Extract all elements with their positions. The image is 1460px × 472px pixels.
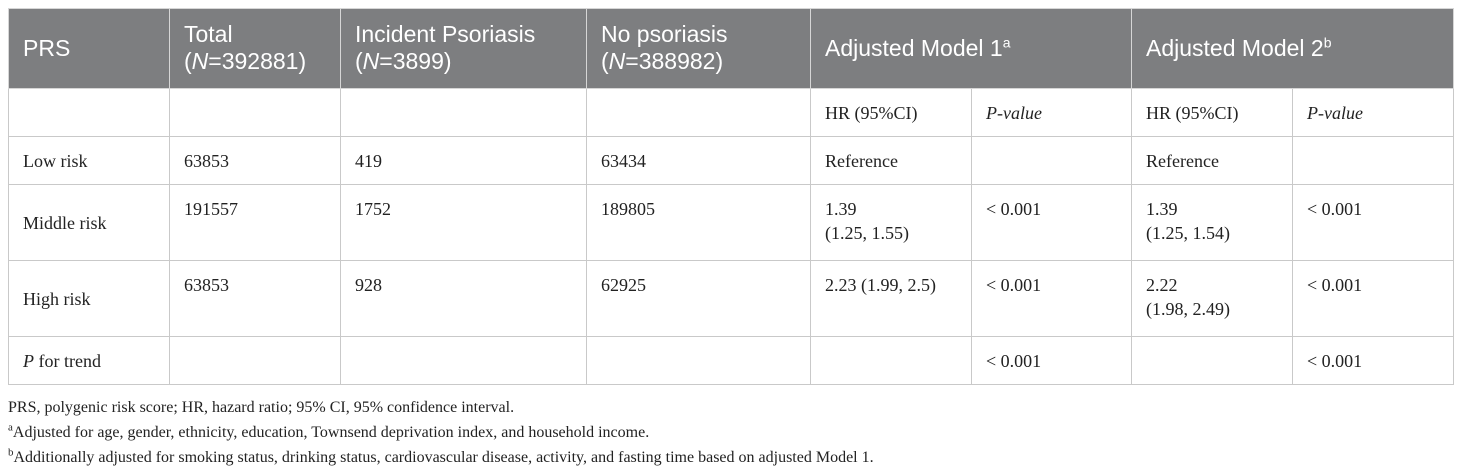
header-incident: Incident Psoriasis (N=3899) <box>340 8 587 89</box>
row-label: High risk <box>8 260 170 337</box>
header-incident-n-value: =3899) <box>379 48 452 74</box>
footnote-a: aAdjusted for age, gender, ethnicity, ed… <box>8 420 1453 445</box>
cell-hr1: Reference <box>810 136 972 185</box>
header-model1-sup: a <box>1002 34 1011 51</box>
header-no-psoriasis-n-value: =388982) <box>625 48 724 74</box>
row-label-trend: P for trend <box>8 336 170 385</box>
header-total: Total (N=392881) <box>169 8 341 89</box>
cell-incident: 1752 <box>340 184 587 261</box>
table-row: Low risk 63853 419 63434 Reference Refer… <box>8 136 1454 185</box>
header-model2-sup: b <box>1323 34 1332 51</box>
footnote-abbreviations: PRS, polygenic risk score; HR, hazard ra… <box>8 399 515 416</box>
cell-p1: < 0.001 <box>971 184 1132 261</box>
header-model1-label: Adjusted Model 1 <box>825 35 1003 61</box>
footnote-b-mark: b <box>8 446 14 459</box>
footnote-a-text: Adjusted for age, gender, ethnicity, edu… <box>12 424 650 441</box>
cell-empty <box>169 336 341 385</box>
cell-hr2: 2.22 (1.98, 2.49) <box>1131 260 1293 337</box>
cell-empty <box>340 336 587 385</box>
cell-hr2-estimate: 2.22 <box>1146 275 1178 295</box>
cell-trend-p2: < 0.001 <box>1292 336 1454 385</box>
cell-hr1-ci: (1.25, 1.55) <box>825 223 909 243</box>
header-total-label: Total <box>184 21 233 47</box>
cell-hr2-ci: (1.98, 2.49) <box>1146 299 1230 319</box>
cell-no-psoriasis: 62925 <box>586 260 811 337</box>
header-total-n-prefix: ( <box>184 48 192 74</box>
cell-empty <box>586 336 811 385</box>
cell-hr2-estimate: 1.39 <box>1146 199 1178 219</box>
subheader-empty <box>586 88 811 137</box>
table-row-trend: P for trend < 0.001 < 0.001 <box>8 336 1454 385</box>
subheader-p2: P-value <box>1292 88 1454 137</box>
footnote-b-text: Additionally adjusted for smoking status… <box>13 449 874 466</box>
header-no-psoriasis: No psoriasis (N=388982) <box>586 8 811 89</box>
header-row: PRS Total (N=392881) Incident Psoriasis … <box>8 8 1454 89</box>
footnote-a-mark: a <box>8 421 13 434</box>
cell-p1 <box>971 136 1132 185</box>
cell-p2: < 0.001 <box>1292 184 1454 261</box>
header-total-n-italic: N <box>191 48 209 74</box>
header-incident-n-prefix: ( <box>355 48 363 74</box>
header-prs: PRS <box>8 8 170 89</box>
header-incident-n-italic: N <box>362 48 380 74</box>
header-no-psoriasis-label: No psoriasis <box>601 21 728 47</box>
cell-no-psoriasis: 63434 <box>586 136 811 185</box>
header-no-psoriasis-n-italic: N <box>608 48 626 74</box>
cell-p1: < 0.001 <box>971 260 1132 337</box>
cell-hr1-estimate: 1.39 <box>825 199 857 219</box>
cell-trend-p1: < 0.001 <box>971 336 1132 385</box>
cell-total: 63853 <box>169 260 341 337</box>
cell-total: 191557 <box>169 184 341 261</box>
subheader-empty <box>340 88 587 137</box>
cell-empty <box>810 336 972 385</box>
cell-hr1: 1.39 (1.25, 1.55) <box>810 184 972 261</box>
subheader-row: HR (95%CI) P-value HR (95%CI) P-value <box>8 88 1454 137</box>
header-model1: Adjusted Model 1a <box>810 8 1132 89</box>
header-no-psoriasis-n-prefix: ( <box>601 48 609 74</box>
cell-incident: 419 <box>340 136 587 185</box>
cell-hr2-ci: (1.25, 1.54) <box>1146 223 1230 243</box>
header-model2-label: Adjusted Model 2 <box>1146 35 1324 61</box>
cell-hr1: 2.23 (1.99, 2.5) <box>810 260 972 337</box>
cell-empty <box>1131 336 1293 385</box>
table-row: High risk 63853 928 62925 2.23 (1.99, 2.… <box>8 260 1454 337</box>
cell-total: 63853 <box>169 136 341 185</box>
row-label: Middle risk <box>8 184 170 261</box>
cell-p2 <box>1292 136 1454 185</box>
table-container: PRS Total (N=392881) Incident Psoriasis … <box>8 8 1454 470</box>
trend-label-rest: for trend <box>34 350 101 371</box>
trend-p-italic: P <box>23 350 34 371</box>
table-row: Middle risk 191557 1752 189805 1.39 (1.2… <box>8 184 1454 261</box>
footnotes: PRS, polygenic risk score; HR, hazard ra… <box>8 395 1453 470</box>
subheader-empty <box>169 88 341 137</box>
footnote-b: bAdditionally adjusted for smoking statu… <box>8 445 1453 470</box>
subheader-empty <box>8 88 170 137</box>
subheader-hr2: HR (95%CI) <box>1131 88 1293 137</box>
cell-p2: < 0.001 <box>1292 260 1454 337</box>
prs-psoriasis-table: PRS Total (N=392881) Incident Psoriasis … <box>8 8 1454 385</box>
cell-hr2: 1.39 (1.25, 1.54) <box>1131 184 1293 261</box>
header-model2: Adjusted Model 2b <box>1131 8 1454 89</box>
cell-hr2: Reference <box>1131 136 1293 185</box>
subheader-p1: P-value <box>971 88 1132 137</box>
row-label: Low risk <box>8 136 170 185</box>
cell-incident: 928 <box>340 260 587 337</box>
header-total-n-value: =392881) <box>208 48 307 74</box>
subheader-hr1: HR (95%CI) <box>810 88 972 137</box>
header-incident-label: Incident Psoriasis <box>355 21 536 47</box>
cell-no-psoriasis: 189805 <box>586 184 811 261</box>
